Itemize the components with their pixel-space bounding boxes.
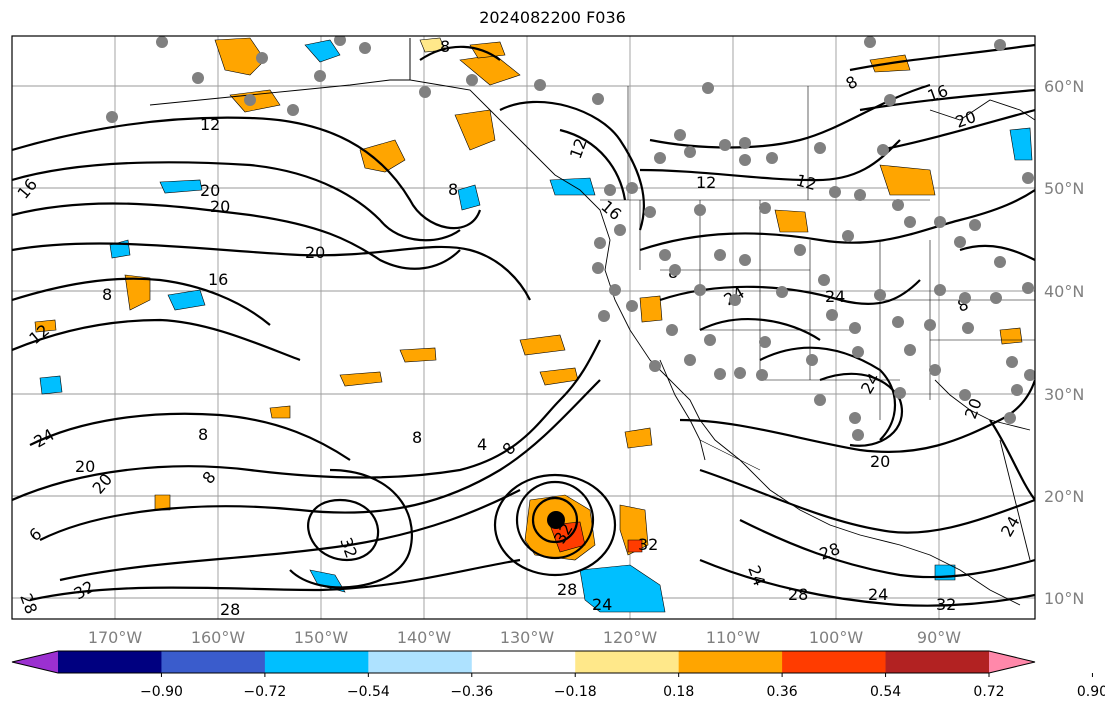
lat-tick-label: 10°N [1044, 589, 1084, 608]
lon-tick-label: 140°W [397, 628, 452, 647]
contour-label: 20 [210, 197, 230, 216]
lon-tick-label: 90°W [917, 628, 961, 647]
colorbar-tick-label: −0.90 [140, 684, 183, 700]
colorbar-segment [58, 651, 162, 673]
lat-tick-label: 50°N [1044, 179, 1084, 198]
contour-label: 28 [220, 600, 240, 619]
contour-label: 8 [440, 37, 450, 56]
colorbar-tick-label: −0.36 [450, 684, 493, 700]
map-title: 2024082200 F036 [479, 8, 626, 27]
contour-label: 8 [448, 180, 458, 199]
lon-tick-label: 150°W [294, 628, 349, 647]
contour-lines [12, 43, 1035, 607]
shaded-regions [34, 37, 1033, 613]
colorbar-segment [575, 651, 680, 673]
contour-label: 12 [696, 173, 716, 192]
colorbar-tick-label: 0.54 [870, 684, 901, 700]
lon-tick-label: 120°W [603, 628, 658, 647]
gridlines [12, 36, 1035, 619]
longitude-axis: 170°W 160°W 150°W 140°W 130°W 120°W 110°… [88, 628, 961, 647]
colorbar-tick-label: −0.54 [347, 684, 390, 700]
colorbar-tick-label: 0.90 [1077, 684, 1105, 700]
lat-tick-label: 30°N [1044, 385, 1084, 404]
colorbar-outline [11, 650, 1036, 674]
colorbar: −0.90 −0.72 −0.54 −0.36 −0.18 0.18 0.36 0.54 0.7… [11, 650, 1105, 700]
lon-tick-label: 160°W [191, 628, 246, 647]
lon-tick-label: 100°W [809, 628, 864, 647]
contour-label: 20 [305, 243, 325, 262]
contour-label: 12 [794, 171, 819, 195]
contour-label: 20 [200, 181, 220, 200]
contour-label: 16 [208, 270, 228, 289]
colorbar-segment [885, 651, 990, 673]
lon-tick-label: 170°W [88, 628, 143, 647]
contour-label: 20 [870, 452, 890, 471]
colorbar-segment [264, 651, 369, 673]
contour-label: 32 [638, 535, 658, 554]
colorbar-extend-max [989, 651, 1035, 673]
colorbar-tick-label: 0.72 [973, 684, 1004, 700]
contour-label: 12 [200, 115, 220, 134]
coastlines [149, 38, 1035, 606]
lon-tick-label: 110°W [706, 628, 761, 647]
plot-area [12, 36, 1035, 619]
contour-label: 8 [102, 285, 112, 304]
latitude-axis: 60°N 50°N 40°N 30°N 20°N 10°N [1044, 77, 1084, 608]
colorbar-tick-label: 0.18 [663, 684, 694, 700]
lat-tick-label: 40°N [1044, 282, 1084, 301]
colorbar-extend-min [12, 651, 58, 673]
contour-label: 24 [868, 585, 888, 604]
lon-tick-label: 130°W [500, 628, 555, 647]
station-markers [106, 36, 1035, 441]
colorbar-tick-label: 0.36 [767, 684, 798, 700]
colorbar-segment [782, 651, 887, 673]
contour-label: 20 [75, 457, 95, 476]
contour-label: 4 [477, 435, 487, 454]
contour-label: 24 [825, 287, 845, 306]
contour-label: 32 [936, 595, 956, 614]
storm-center-marker [547, 511, 565, 529]
contour-label: 28 [788, 585, 808, 604]
colorbar-tick-label: −0.18 [554, 684, 597, 700]
colorbar-segment [161, 651, 266, 673]
colorbar-segment [471, 651, 576, 673]
contour-label: 28 [557, 580, 577, 599]
contour-label: 8 [412, 428, 422, 447]
colorbar-tick-label: −0.72 [243, 684, 286, 700]
colorbar-segment [368, 651, 473, 673]
plot-frame [11, 35, 1036, 620]
contour-label: 8 [198, 425, 208, 444]
colorbar-segment [678, 651, 783, 673]
contour-label: 24 [592, 595, 612, 614]
lat-tick-label: 20°N [1044, 487, 1084, 506]
lat-tick-label: 60°N [1044, 77, 1084, 96]
